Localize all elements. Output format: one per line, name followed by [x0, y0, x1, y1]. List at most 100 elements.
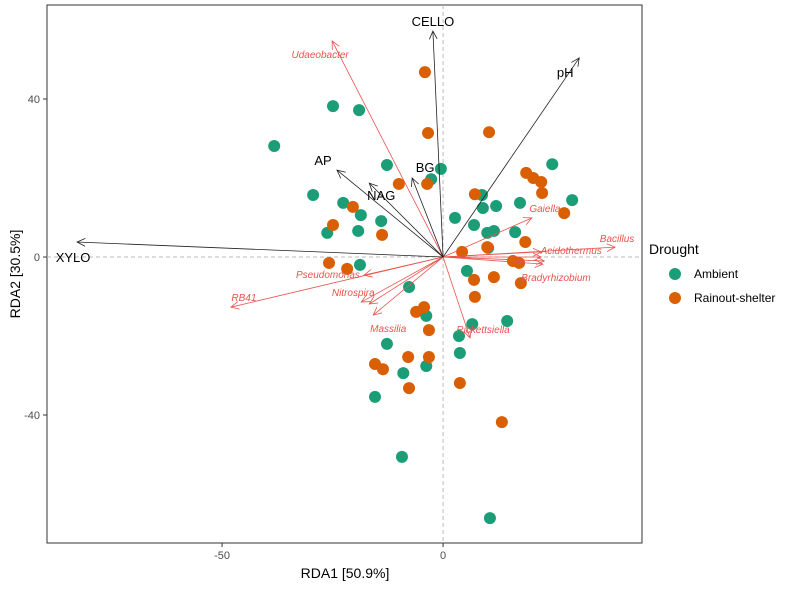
point-ambient — [449, 211, 462, 224]
point-rainout-shelter — [346, 200, 359, 213]
point-ambient — [453, 347, 466, 360]
taxa-label: Udaeobacter — [291, 50, 349, 61]
point-ambient — [380, 337, 393, 350]
point-ambient — [487, 224, 500, 237]
taxa-label: Nitrospira — [332, 288, 375, 299]
env-vector-head — [76, 238, 86, 247]
x-axis-label: RDA1 [50.9%] — [301, 565, 390, 581]
point-rainout-shelter — [422, 350, 435, 363]
legend-key-rainout — [669, 292, 681, 304]
point-ambient — [476, 202, 489, 215]
point-ambient — [513, 196, 526, 209]
taxa-label: Bacillus — [600, 234, 634, 245]
taxa-vector — [442, 217, 533, 258]
y-tick-label: 0 — [34, 252, 40, 264]
taxa-label: Bradyrhizobium — [521, 273, 590, 284]
point-ambient — [268, 140, 281, 153]
point-ambient — [501, 315, 514, 328]
point-rainout-shelter — [403, 382, 416, 395]
point-ambient — [509, 226, 522, 239]
taxa-vector — [443, 256, 544, 265]
point-rainout-shelter — [410, 305, 423, 318]
env-label: AP — [314, 153, 331, 168]
y-tick-label: -40 — [24, 410, 40, 422]
point-rainout-shelter — [519, 236, 532, 249]
point-rainout-shelter — [468, 188, 481, 201]
taxa-vector-head — [229, 301, 240, 310]
point-ambient — [354, 209, 367, 222]
taxa-vector-head — [522, 217, 533, 226]
env-vector-head — [336, 169, 346, 179]
point-ambient — [375, 215, 388, 228]
taxa-vector-head — [372, 306, 383, 316]
legend-key-ambient — [669, 268, 681, 280]
point-rainout-shelter — [514, 277, 527, 290]
taxa-label: Massilia — [370, 324, 407, 335]
taxa-label: Pseudomonas — [296, 270, 360, 281]
env-vector-head — [571, 57, 580, 67]
point-ambient — [468, 219, 481, 232]
point-rainout-shelter — [327, 219, 340, 232]
env-vector — [368, 182, 444, 258]
point-rainout-shelter — [535, 175, 548, 188]
taxa-vector — [361, 256, 444, 303]
taxa-vector-head — [463, 329, 472, 339]
point-ambient — [434, 162, 447, 175]
point-rainout-shelter — [481, 241, 494, 254]
point-ambient — [397, 367, 410, 380]
legend-label-rainout: Rainout-shelter — [694, 291, 775, 305]
taxa-vector-head — [535, 256, 546, 265]
point-ambient — [327, 100, 340, 113]
point-rainout-shelter — [453, 377, 466, 390]
point-rainout-shelter — [376, 228, 389, 241]
taxa-vector — [331, 40, 444, 258]
y-tick-label: 40 — [28, 94, 40, 106]
point-rainout-shelter — [376, 363, 389, 376]
env-vector — [336, 169, 444, 258]
point-rainout-shelter — [456, 245, 469, 258]
point-rainout-shelter — [341, 262, 354, 275]
legend-label-ambient: Ambient — [694, 267, 739, 281]
x-tick-label: -50 — [214, 550, 230, 562]
point-ambient — [395, 450, 408, 463]
env-label: XYLO — [56, 250, 91, 265]
point-ambient — [452, 330, 465, 343]
taxa-vector — [443, 256, 545, 262]
taxa-vector — [443, 251, 542, 258]
point-rainout-shelter — [487, 271, 500, 284]
taxa-vector — [372, 256, 444, 316]
point-rainout-shelter — [422, 324, 435, 337]
taxa-vector-head — [606, 243, 616, 252]
taxa-vector — [230, 256, 444, 308]
taxa-vector-head — [363, 269, 373, 278]
env-label: pH — [557, 65, 574, 80]
point-ambient — [566, 194, 579, 207]
y-axis-label: RDA2 [30.5%] — [7, 230, 23, 319]
taxa-label: Rickettsiella — [456, 325, 510, 336]
point-rainout-shelter — [483, 126, 496, 139]
taxa-vector-head — [331, 40, 340, 50]
point-ambient — [369, 390, 382, 403]
point-rainout-shelter — [421, 177, 434, 190]
point-rainout-shelter — [536, 187, 549, 200]
point-rainout-shelter — [558, 207, 571, 220]
x-tick-label: 0 — [440, 550, 446, 562]
env-label: CELLO — [412, 14, 455, 29]
point-rainout-shelter — [323, 256, 336, 269]
taxa-label: Gaiella — [529, 204, 561, 215]
env-label: BG — [416, 160, 435, 175]
env-vector — [442, 57, 580, 258]
point-ambient — [546, 158, 559, 171]
legend-title: Drought — [649, 241, 699, 257]
env-vector-head — [411, 177, 420, 188]
env-vector — [411, 177, 444, 258]
env-vector — [77, 241, 444, 258]
point-ambient — [380, 158, 393, 171]
point-ambient — [490, 200, 503, 213]
point-rainout-shelter — [418, 66, 431, 79]
taxa-vector-head — [532, 248, 543, 257]
point-ambient — [403, 281, 416, 294]
env-vector — [432, 31, 444, 258]
